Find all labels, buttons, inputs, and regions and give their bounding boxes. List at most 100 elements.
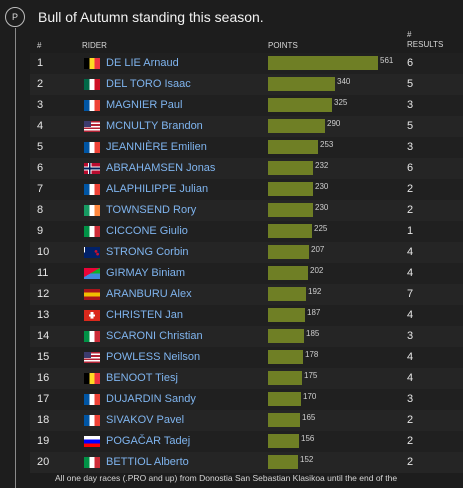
rank-cell: 13 (37, 309, 50, 321)
flag-no-icon (84, 163, 100, 174)
rank-cell: 2 (37, 78, 44, 90)
points-value: 561 (380, 56, 394, 65)
points-value: 156 (301, 434, 315, 443)
footnote: All one day races (.PRO and up) from Don… (55, 473, 398, 483)
points-value: 340 (337, 77, 351, 86)
rider-link[interactable]: ABRAHAMSEN Jonas (106, 162, 216, 174)
rider-link[interactable]: DUJARDIN Sandy (106, 393, 196, 405)
table-row: 2 DEL TORO Isaac 340 5 (30, 74, 463, 95)
table-row: 4 MCNULTY Brandon 290 5 (30, 116, 463, 137)
rider-link[interactable]: BETTIOL Alberto (106, 456, 189, 468)
rank-cell: 3 (37, 99, 44, 111)
table-row: 18 SIVAKOV Pavel 165 2 (30, 410, 463, 431)
results-count: 2 (407, 414, 414, 426)
results-count: 3 (407, 99, 414, 111)
table-row: 19 POGAČAR Tadej 156 2 (30, 431, 463, 452)
points-value: 232 (315, 161, 329, 170)
flag-it-icon (84, 331, 100, 342)
table-row: 8 TOWNSEND Rory 230 2 (30, 200, 463, 221)
points-value: 187 (307, 308, 321, 317)
points-bar (268, 371, 302, 385)
rider-link[interactable]: MCNULTY Brandon (106, 120, 203, 132)
table-row: 5 JEANNIÈRE Emilien 253 3 (30, 137, 463, 158)
points-value: 192 (308, 287, 322, 296)
flag-es-icon (84, 289, 100, 300)
points-bar (268, 413, 300, 427)
rank-cell: 10 (37, 246, 50, 258)
rider-link[interactable]: SIVAKOV Pavel (106, 414, 185, 426)
results-count: 2 (407, 435, 414, 447)
rank-cell: 9 (37, 225, 44, 237)
table-row: 17 DUJARDIN Sandy 170 3 (30, 389, 463, 410)
rider-link[interactable]: ARANBURU Alex (106, 288, 192, 300)
points-bar (268, 77, 335, 91)
rider-link[interactable]: DE LIE Arnaud (106, 57, 179, 69)
flag-fr-icon (84, 394, 100, 405)
rider-link[interactable]: CHRISTEN Jan (106, 309, 184, 321)
table-row: 15 POWLESS Neilson 178 4 (30, 347, 463, 368)
rider-link[interactable]: ALAPHILIPPE Julian (106, 183, 209, 195)
flag-it-icon (84, 226, 100, 237)
flag-fr-icon (84, 415, 100, 426)
table-row: 3 MAGNIER Paul 325 3 (30, 95, 463, 116)
points-bar (268, 203, 313, 217)
section-badge: P (5, 7, 25, 27)
standings-heading: Bull of Autumn standing this season. (38, 9, 264, 25)
points-bar (268, 350, 303, 364)
results-count: 4 (407, 267, 414, 279)
rank-cell: 7 (37, 183, 44, 195)
rider-link[interactable]: TOWNSEND Rory (106, 204, 197, 216)
results-count: 3 (407, 393, 414, 405)
rider-link[interactable]: POGAČAR Tadej (106, 435, 191, 447)
points-value: 178 (305, 350, 319, 359)
rider-link[interactable]: JEANNIÈRE Emilien (106, 141, 207, 153)
flag-si-icon (84, 436, 100, 447)
rank-cell: 15 (37, 351, 50, 363)
flag-nz-icon (84, 247, 100, 258)
table-row: 13 CHRISTEN Jan 187 4 (30, 305, 463, 326)
results-count: 4 (407, 351, 414, 363)
points-value: 152 (300, 455, 314, 464)
rider-link[interactable]: POWLESS Neilson (106, 351, 201, 363)
rider-link[interactable]: MAGNIER Paul (106, 99, 183, 111)
flag-be-icon (84, 58, 100, 69)
rider-link[interactable]: CICCONE Giulio (106, 225, 188, 237)
table-row: 9 CICCONE Giulio 225 1 (30, 221, 463, 242)
rank-cell: 20 (37, 456, 50, 468)
points-value: 290 (327, 119, 341, 128)
results-count: 5 (407, 78, 414, 90)
results-count: 5 (407, 120, 414, 132)
timeline-line (15, 28, 16, 488)
table-row: 1 DE LIE Arnaud 561 6 (30, 53, 463, 74)
rank-cell: 8 (37, 204, 44, 216)
points-bar (268, 161, 313, 175)
table-row: 6 ABRAHAMSEN Jonas 232 6 (30, 158, 463, 179)
rank-cell: 6 (37, 162, 44, 174)
rider-link[interactable]: SCARONI Christian (106, 330, 203, 342)
rider-link[interactable]: STRONG Corbin (106, 246, 189, 258)
column-header-results: # RESULTS (407, 30, 443, 50)
column-header-rank: # (37, 41, 42, 50)
points-bar (268, 287, 306, 301)
rank-cell: 12 (37, 288, 50, 300)
results-count: 2 (407, 204, 414, 216)
rider-link[interactable]: GIRMAY Biniam (106, 267, 186, 279)
flag-us-icon (84, 352, 100, 363)
rank-cell: 1 (37, 57, 44, 69)
table-row: 16 BENOOT Tiesj 175 4 (30, 368, 463, 389)
results-count: 2 (407, 183, 414, 195)
points-bar (268, 308, 305, 322)
table-row: 20 BETTIOL Alberto 152 2 (30, 452, 463, 473)
points-value: 207 (311, 245, 325, 254)
points-value: 230 (315, 182, 329, 191)
table-row: 7 ALAPHILIPPE Julian 230 2 (30, 179, 463, 200)
rider-link[interactable]: DEL TORO Isaac (106, 78, 191, 90)
points-value: 230 (315, 203, 329, 212)
column-header-points: POINTS (268, 41, 298, 50)
flag-ie-icon (84, 205, 100, 216)
points-value: 165 (302, 413, 316, 422)
table-row: 12 ARANBURU Alex 192 7 (30, 284, 463, 305)
rider-link[interactable]: BENOOT Tiesj (106, 372, 178, 384)
results-count: 6 (407, 162, 414, 174)
results-count: 4 (407, 309, 414, 321)
